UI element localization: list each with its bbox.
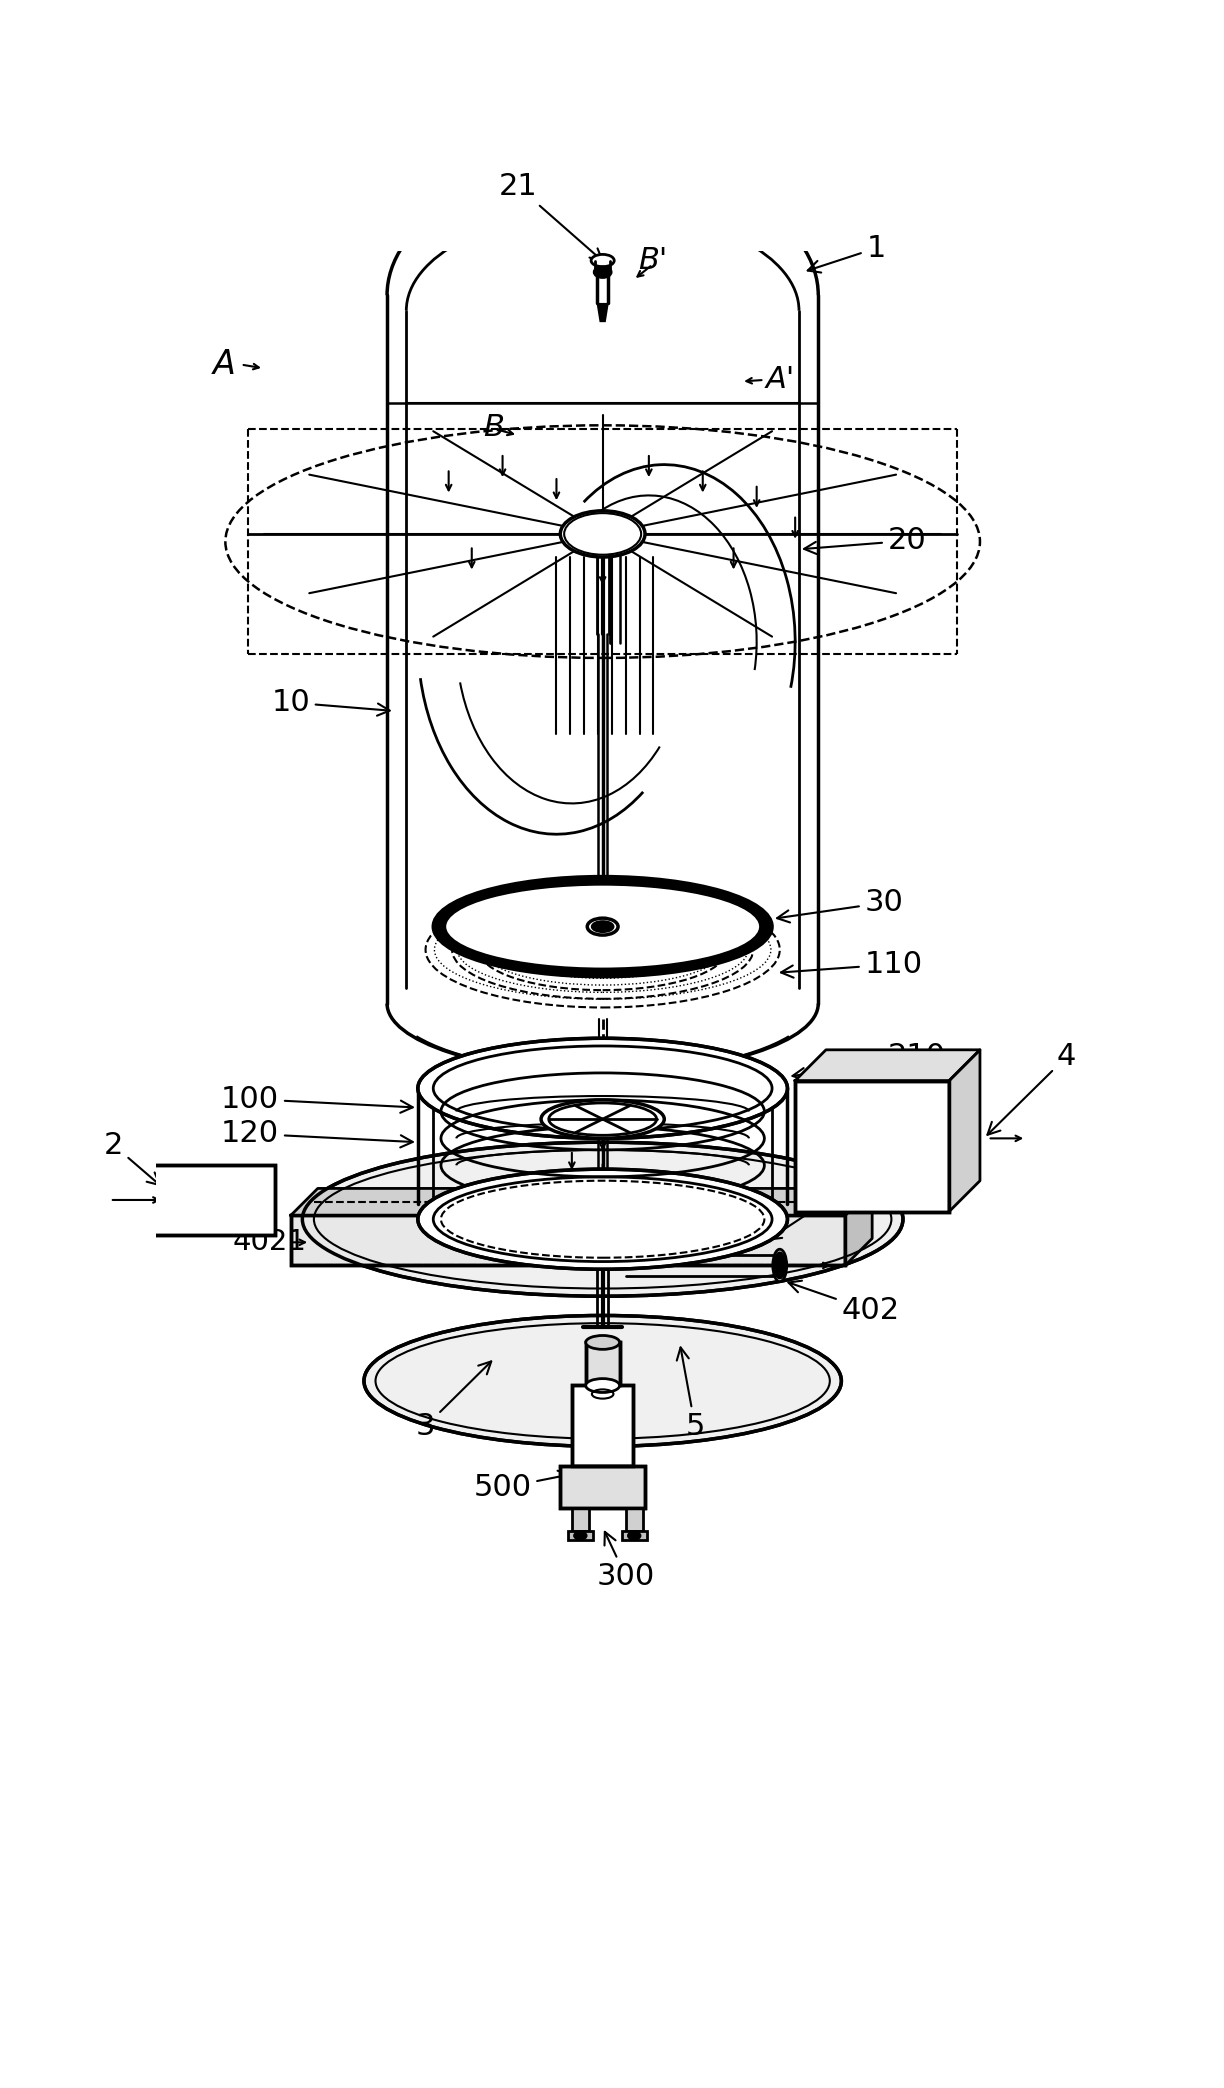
Text: 10: 10 bbox=[272, 689, 389, 716]
Ellipse shape bbox=[591, 255, 614, 267]
Bar bbox=[796, 1082, 949, 1211]
Ellipse shape bbox=[628, 1533, 640, 1539]
Ellipse shape bbox=[592, 921, 613, 931]
Bar bbox=[572, 1384, 634, 1466]
Bar bbox=[561, 1466, 645, 1508]
Text: A: A bbox=[213, 349, 235, 380]
Text: 5: 5 bbox=[677, 1347, 705, 1441]
Ellipse shape bbox=[588, 919, 618, 935]
Ellipse shape bbox=[417, 1038, 787, 1138]
Bar bbox=[291, 1215, 846, 1265]
Text: 110: 110 bbox=[781, 950, 923, 979]
Text: 4: 4 bbox=[988, 1042, 1076, 1134]
Bar bbox=[561, 1466, 645, 1508]
Text: B: B bbox=[483, 413, 504, 443]
Ellipse shape bbox=[541, 1100, 665, 1138]
Bar bbox=[141, 1165, 275, 1234]
Bar bbox=[572, 1384, 634, 1466]
Ellipse shape bbox=[574, 1533, 586, 1539]
Bar bbox=[586, 1343, 619, 1384]
Text: 300: 300 bbox=[596, 1533, 655, 1591]
Text: 20: 20 bbox=[804, 526, 927, 555]
Bar bbox=[568, 1531, 592, 1541]
Text: 30: 30 bbox=[777, 887, 903, 923]
Ellipse shape bbox=[775, 1253, 785, 1278]
Ellipse shape bbox=[586, 1378, 619, 1393]
Ellipse shape bbox=[302, 1142, 903, 1297]
Ellipse shape bbox=[364, 1315, 841, 1447]
Text: 4021: 4021 bbox=[233, 1228, 307, 1257]
Text: 100: 100 bbox=[222, 1084, 412, 1113]
Bar bbox=[622, 1531, 646, 1541]
Ellipse shape bbox=[594, 267, 611, 278]
Text: 402: 402 bbox=[788, 1280, 900, 1326]
Ellipse shape bbox=[561, 512, 645, 557]
Polygon shape bbox=[949, 1050, 980, 1211]
Ellipse shape bbox=[433, 877, 772, 977]
Text: 21: 21 bbox=[498, 171, 602, 261]
Polygon shape bbox=[596, 303, 608, 322]
Polygon shape bbox=[291, 1188, 873, 1215]
Text: 2: 2 bbox=[104, 1132, 160, 1186]
Bar bbox=[572, 1508, 589, 1531]
Bar bbox=[291, 1215, 846, 1265]
Text: 3: 3 bbox=[416, 1361, 491, 1441]
Ellipse shape bbox=[444, 885, 760, 969]
Text: A': A' bbox=[765, 365, 794, 395]
Bar bbox=[625, 1508, 643, 1531]
Ellipse shape bbox=[586, 1336, 619, 1349]
Bar bbox=[796, 1082, 949, 1211]
Text: 500: 500 bbox=[474, 1470, 570, 1503]
Text: 1: 1 bbox=[808, 234, 886, 274]
Text: 210: 210 bbox=[792, 1042, 946, 1079]
Text: 120: 120 bbox=[222, 1119, 412, 1148]
Polygon shape bbox=[796, 1050, 980, 1082]
Ellipse shape bbox=[417, 1169, 787, 1270]
Bar bbox=[141, 1165, 275, 1234]
Text: B': B' bbox=[638, 246, 667, 276]
Bar bbox=[586, 1343, 619, 1384]
Text: 400: 400 bbox=[769, 1173, 876, 1240]
Ellipse shape bbox=[772, 1249, 787, 1282]
Polygon shape bbox=[846, 1188, 873, 1265]
